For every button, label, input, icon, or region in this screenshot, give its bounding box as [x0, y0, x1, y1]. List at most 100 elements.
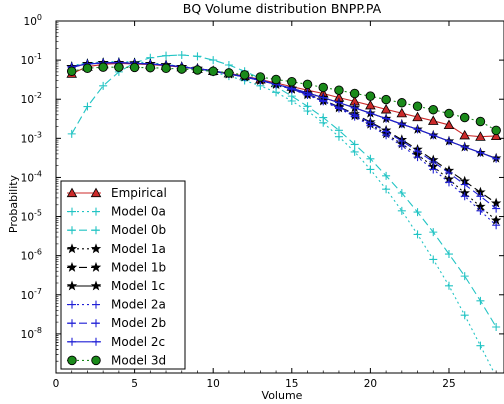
legend-item-empirical: Empirical — [66, 186, 167, 200]
data-point-model-0a — [444, 281, 453, 290]
legend-marker — [90, 280, 102, 291]
legend-marker — [92, 319, 100, 328]
legend-label: Model 2b — [111, 316, 166, 330]
legend-label: Model 0a — [111, 205, 166, 219]
data-point-model-0b — [334, 126, 343, 135]
legend-item-model-3d: Model 3d — [67, 353, 166, 367]
data-point-model-0b — [99, 81, 108, 90]
series-line-model-2c — [71, 62, 497, 160]
data-point-model-2b — [350, 110, 359, 119]
series-line-model-1b — [71, 62, 497, 204]
data-point-model-2a — [476, 206, 485, 215]
data-point-model-3d — [334, 85, 344, 95]
data-point-model-0a — [429, 255, 438, 264]
data-point-model-0b — [83, 102, 92, 111]
data-point-model-3d — [239, 70, 250, 80]
legend-box — [60, 180, 186, 370]
y-tick-label: 10-6 — [21, 248, 42, 263]
data-point-model-0b — [193, 52, 202, 61]
legend-label: Empirical — [111, 186, 167, 200]
data-point-model-0b — [397, 189, 406, 198]
y-tick-label: 10-8 — [21, 326, 42, 341]
data-point-model-2b — [382, 127, 391, 136]
data-point-model-2c — [429, 131, 438, 140]
data-point-model-0b — [162, 51, 171, 60]
series-model-3d — [66, 62, 501, 136]
data-point-model-0b — [492, 323, 501, 332]
data-point-model-3d — [428, 104, 439, 115]
data-point-model-2b — [492, 204, 501, 213]
data-point-empirical — [427, 115, 439, 125]
y-tick-label: 10-1 — [21, 52, 42, 67]
data-point-model-0b — [67, 129, 76, 138]
legend-marker — [92, 337, 100, 346]
data-point-model-2c — [492, 154, 501, 163]
data-point-model-0b — [209, 56, 218, 65]
legend-label: Model 1b — [111, 260, 166, 274]
legend-marker — [90, 261, 102, 272]
data-point-model-3d — [224, 68, 234, 78]
legend-marker — [92, 226, 100, 235]
y-tick-label: 10-4 — [21, 169, 42, 184]
data-point-model-3d — [365, 91, 376, 101]
x-tick-label: 0 — [53, 378, 60, 390]
data-point-empirical — [459, 129, 470, 140]
data-point-model-0b — [429, 228, 438, 237]
data-point-empirical — [443, 119, 455, 130]
data-point-model-2a — [429, 165, 438, 174]
legend-marker — [68, 300, 76, 309]
legend-label: Model 2c — [111, 335, 165, 349]
legend-marker — [66, 243, 78, 254]
x-tick-label: 10 — [207, 378, 220, 390]
legend-label: Model 1c — [111, 279, 165, 293]
y-tick-label: 10-2 — [21, 91, 42, 106]
data-point-model-3d — [177, 64, 187, 74]
data-point-model-2b — [429, 157, 438, 166]
legend-marker — [68, 319, 76, 328]
data-point-model-0b — [382, 171, 391, 180]
data-point-model-0a — [382, 185, 391, 194]
legend-marker — [66, 187, 78, 198]
legend-item-model-0a: Model 0a — [67, 205, 166, 219]
data-point-model-3d — [491, 125, 501, 136]
data-point-model-2c — [319, 93, 328, 102]
data-point-model-3d — [444, 108, 454, 119]
data-point-model-2b — [366, 118, 375, 127]
legend-item-model-1b: Model 1b — [66, 260, 166, 274]
data-point-model-0b — [444, 250, 453, 259]
data-point-model-2b — [444, 168, 453, 177]
data-point-model-3d — [129, 62, 140, 73]
legend-label: Model 1a — [111, 242, 166, 256]
legend-label: Model 2a — [111, 298, 166, 312]
legend-item-model-0b: Model 0b — [67, 223, 166, 237]
data-point-model-2b — [413, 147, 422, 156]
data-point-model-3d — [302, 79, 313, 90]
legend-item-model-1a: Model 1a — [66, 242, 166, 256]
data-point-model-3d — [349, 88, 360, 99]
series-line-empirical — [71, 62, 497, 138]
ticks-layer: 0 5 10 15 20 25 100 10-1 10-2 10-3 10-4 10-5 10-6 10-… — [21, 13, 504, 390]
data-point-empirical — [412, 111, 423, 122]
legend-item-model-1c: Model 1c — [66, 279, 165, 293]
data-point-model-0b — [460, 272, 469, 281]
data-point-model-2a — [444, 178, 453, 187]
data-point-model-0a — [397, 206, 406, 215]
data-point-model-2c — [397, 120, 406, 129]
data-point-model-0b — [413, 208, 422, 217]
legend-item-model-2c: Model 2c — [67, 335, 165, 349]
data-point-model-3d — [475, 116, 486, 127]
data-point-model-0a — [460, 311, 469, 320]
data-point-model-3d — [397, 98, 407, 108]
data-point-model-3d — [208, 66, 218, 76]
data-point-model-3d — [459, 112, 470, 123]
data-point-model-2c — [460, 143, 469, 152]
data-point-model-3d — [145, 62, 156, 73]
legend-item-model-2b: Model 2b — [67, 316, 166, 330]
data-point-model-2b — [460, 180, 469, 189]
data-point-model-3d — [192, 65, 203, 75]
data-point-model-0b — [303, 102, 312, 111]
data-point-model-2a — [460, 192, 469, 201]
x-tick-label: 20 — [364, 378, 377, 390]
data-point-model-2b — [476, 192, 485, 201]
